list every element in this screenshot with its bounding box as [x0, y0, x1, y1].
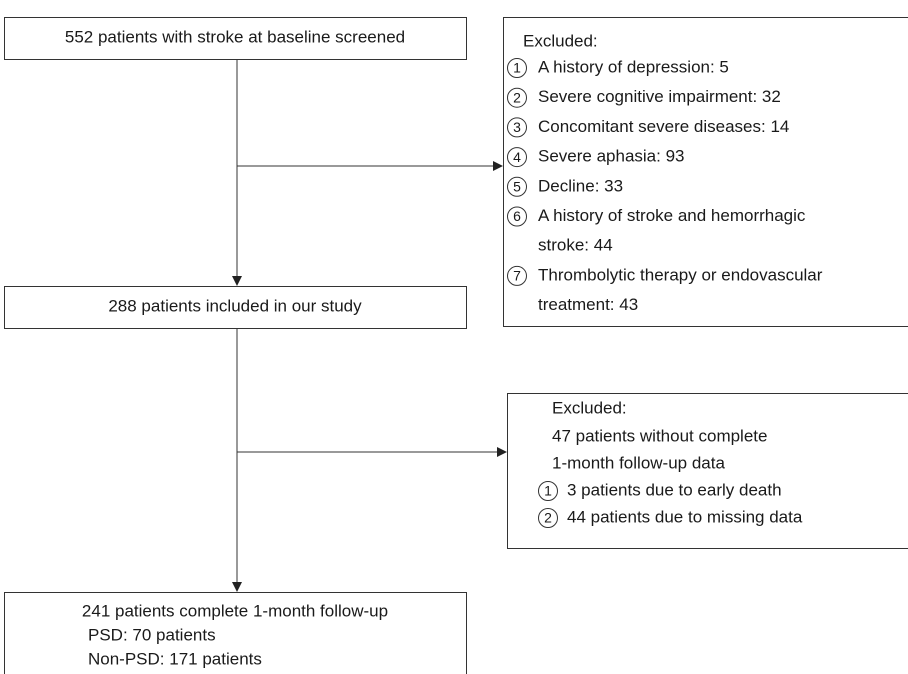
- item-marker: [507, 176, 527, 197]
- box-complete: [4, 592, 467, 674]
- box-included: [4, 286, 467, 329]
- item-marker: [507, 147, 527, 168]
- item-number: 7: [513, 268, 521, 284]
- item-text: Concomitant severe diseases: 14: [538, 117, 789, 136]
- arrowhead: [232, 276, 242, 286]
- item-text: A history of stroke and hemorrhagic: [538, 206, 806, 225]
- exclusion-box: [503, 17, 908, 327]
- item-text: Severe aphasia: 93: [538, 147, 685, 166]
- item-number: 5: [513, 179, 521, 195]
- box-text: PSD: 70 patients: [88, 625, 216, 644]
- item-marker: [507, 265, 527, 286]
- item-marker: [507, 117, 527, 138]
- box-screened: [4, 17, 467, 60]
- item-marker: [507, 206, 527, 227]
- exclusion-heading: Excluded:: [523, 31, 598, 50]
- exclusion-box: [507, 393, 908, 549]
- exclusion-heading: Excluded:: [552, 398, 627, 417]
- item-text: stroke: 44: [538, 236, 613, 255]
- item-text: Thrombolytic therapy or endovascular: [538, 265, 823, 284]
- item-number: 1: [544, 483, 552, 499]
- exclusion-text: 47 patients without complete: [552, 426, 767, 445]
- item-text: Decline: 33: [538, 176, 623, 195]
- item-text: 44 patients due to missing data: [567, 507, 803, 526]
- arrowhead: [493, 161, 503, 171]
- item-marker: [507, 87, 527, 108]
- box-text: Non-PSD: 171 patients: [88, 649, 262, 668]
- box-text: 288 patients included in our study: [108, 296, 362, 315]
- item-text: Severe cognitive impairment: 32: [538, 87, 781, 106]
- item-number: 2: [544, 510, 552, 526]
- item-number: 1: [513, 60, 521, 76]
- item-number: 4: [513, 149, 521, 165]
- item-text: treatment: 43: [538, 295, 638, 314]
- item-marker: [538, 508, 558, 528]
- item-text: 3 patients due to early death: [567, 480, 782, 499]
- item-number: 6: [513, 208, 521, 224]
- item-text: A history of depression: 5: [538, 57, 729, 76]
- item-number: 3: [513, 119, 521, 135]
- arrowhead: [497, 447, 507, 457]
- box-text: 241 patients complete 1-month follow-up: [82, 601, 388, 620]
- item-marker: [507, 58, 527, 78]
- item-marker: [538, 481, 558, 501]
- item-number: 2: [513, 89, 521, 105]
- box-text: 552 patients with stroke at baseline scr…: [65, 27, 405, 46]
- exclusion-text: 1-month follow-up data: [552, 453, 725, 472]
- arrowhead: [232, 582, 242, 592]
